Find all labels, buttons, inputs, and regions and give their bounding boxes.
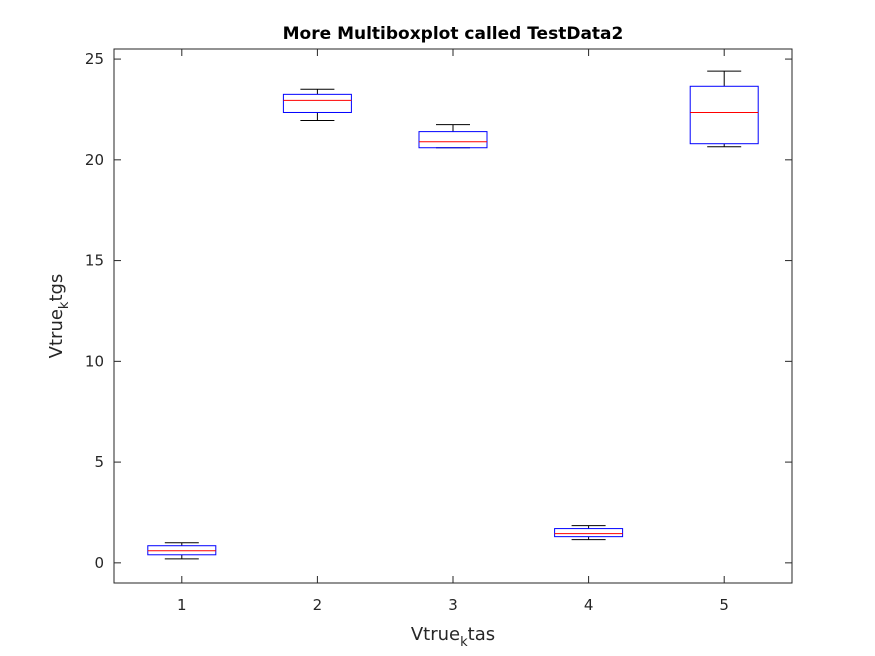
box-series [147, 70, 759, 560]
x-tick-label: 1 [177, 596, 187, 614]
box-5 [689, 70, 759, 148]
x-tick-label: 2 [313, 596, 323, 614]
y-tick-label: 20 [85, 151, 104, 169]
box-iqr [418, 131, 488, 149]
box-iqr [282, 93, 352, 113]
x-axis-label-sub: k [460, 635, 468, 650]
y-tick-label: 0 [94, 554, 104, 572]
box-iqr [554, 528, 624, 538]
x-tick-label: 5 [719, 596, 729, 614]
x-axis-label: Vtruektas [411, 624, 495, 650]
box-1 [147, 542, 217, 560]
y-axis-ticks: 0 5 10 15 20 25 [85, 50, 792, 572]
x-axis-ticks: 1 2 3 4 5 [177, 49, 729, 614]
y-axis-label-sub: k [57, 301, 72, 309]
chart-title: More Multiboxplot called TestData2 [283, 24, 624, 44]
box-iqr [147, 545, 217, 556]
y-axis-label-main: Vtrue [46, 309, 67, 358]
y-tick-label: 15 [85, 252, 104, 270]
y-tick-label: 10 [85, 352, 104, 370]
box-3 [418, 124, 488, 149]
x-axis-label-main: Vtrue [411, 624, 460, 645]
y-axis-label: Vtruektgs [46, 274, 72, 359]
x-axis-label-rest: tas [468, 624, 495, 645]
box-2 [282, 88, 352, 122]
y-axis-label-rest: tgs [46, 274, 67, 302]
x-tick-label: 4 [584, 596, 594, 614]
y-tick-label: 5 [94, 453, 104, 471]
box-4 [554, 525, 624, 541]
x-tick-label: 3 [448, 596, 458, 614]
box-iqr [689, 85, 759, 145]
y-tick-label: 25 [85, 50, 104, 68]
